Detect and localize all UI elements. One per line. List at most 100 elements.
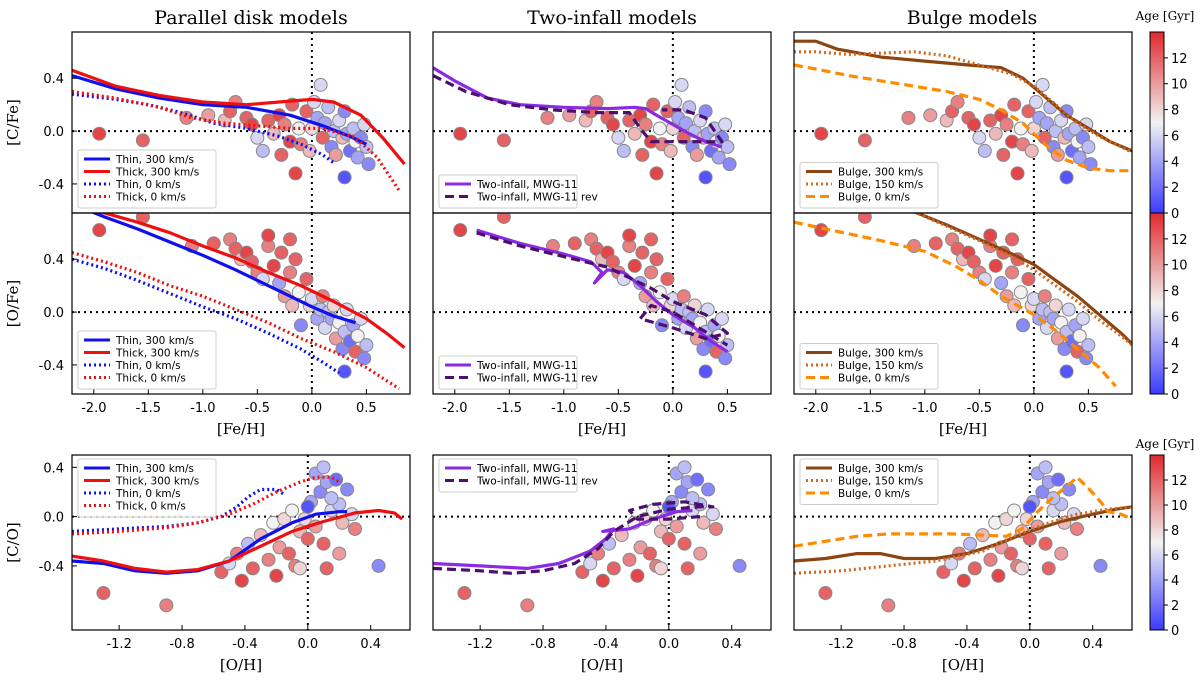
legend-label: Bulge, 0 km/s — [838, 373, 910, 385]
star-point — [250, 130, 265, 145]
plot-area — [72, 213, 410, 394]
legend-box — [799, 343, 939, 390]
star-point — [698, 364, 713, 379]
colorbars: 0 2 4 6 8 10 12 0 2 4 6 8 10 12 0 2 4 6 8 10 12 — [1149, 31, 1188, 639]
star-point — [1007, 503, 1022, 518]
star-point — [453, 126, 468, 141]
star-point — [324, 491, 339, 506]
star-point — [274, 245, 289, 260]
colorbar-tick-label: 0 — [1171, 207, 1179, 222]
x-axis-label: [Fe/H] — [578, 420, 626, 438]
model-curve — [433, 74, 724, 144]
column-title-two-infall: Two-infall models — [527, 7, 697, 29]
colorbar-tick-label: 4 — [1171, 336, 1179, 351]
legend-label: Two-infall, MWG-11 — [476, 360, 578, 372]
panel-1-1: -2.0 -1.5 -1.0 -0.5 0.0 0.5 [Fe/H] Two-infall, … — [432, 212, 772, 438]
axes-frame — [432, 454, 772, 631]
star-point — [359, 338, 374, 353]
legend-box — [799, 162, 939, 209]
star-point — [1010, 166, 1025, 181]
x-tick-label: -1.0 — [912, 401, 937, 416]
star-point — [638, 117, 653, 132]
colorbar-tick-label: 6 — [1171, 129, 1179, 144]
star-point — [1081, 338, 1096, 353]
star-point — [1005, 265, 1020, 280]
legend-box — [77, 149, 217, 209]
colorbar-gradient — [1149, 31, 1165, 214]
star-point — [677, 536, 692, 551]
star-point — [732, 558, 747, 573]
y-axis-label: [O/Fe] — [4, 280, 22, 328]
plot-area — [794, 455, 1132, 630]
star-point — [300, 499, 315, 514]
star-point — [814, 126, 829, 141]
x-tick-label: 0.5 — [1078, 401, 1099, 416]
x-axis-label: [Fe/H] — [939, 420, 987, 438]
x-tick-label: 0.0 — [302, 401, 323, 416]
star-point — [1041, 561, 1056, 576]
x-axis-label: [O/H] — [220, 656, 262, 674]
star-point — [595, 573, 610, 588]
star-point — [611, 130, 626, 145]
legend-label: Thin, 300 km/s — [115, 335, 194, 347]
star-point — [616, 143, 631, 158]
plot-area — [72, 455, 410, 630]
column-title-bulge: Bulge models — [907, 7, 1037, 29]
star-point — [818, 586, 833, 601]
model-curve — [476, 231, 729, 347]
colorbar-tick-label: 8 — [1171, 524, 1179, 539]
star-point — [983, 228, 998, 243]
legend-label: Bulge, 150 km/s — [838, 360, 923, 372]
star-point — [677, 460, 692, 475]
model-curve — [72, 257, 340, 375]
model-curve — [794, 63, 1132, 173]
plot-area — [433, 213, 771, 394]
legend-label: Two-infall, MWG-11 rev — [476, 192, 598, 204]
star-point — [652, 121, 667, 136]
x-tick-label: 0.4 — [360, 637, 381, 652]
y-tick-label: -0.4 — [39, 178, 64, 193]
star-point — [329, 472, 344, 487]
star-point — [676, 289, 691, 304]
legend-label: Two-infall, MWG-11 rev — [476, 476, 598, 488]
star-point — [281, 546, 296, 561]
star-point — [567, 236, 582, 251]
star-point — [1013, 285, 1028, 300]
legend-label: Thick, 300 km/s — [115, 476, 199, 488]
star-point — [316, 460, 331, 475]
colorbar-1: 0 2 4 6 8 10 12 — [1149, 212, 1188, 403]
star-point — [1075, 311, 1090, 326]
star-point — [663, 143, 678, 158]
x-tick-label: -0.8 — [530, 637, 555, 652]
plot-area — [433, 455, 771, 630]
x-tick-label: 0.4 — [1082, 637, 1103, 652]
star-point — [622, 552, 637, 567]
star-point — [496, 213, 511, 224]
legend-label: Bulge, 0 km/s — [838, 488, 910, 500]
x-tick-label: 0.5 — [717, 401, 738, 416]
y-tick-label: 0.4 — [43, 253, 64, 268]
star-point — [956, 573, 971, 588]
star-point — [307, 95, 322, 110]
model-curve — [794, 50, 1132, 154]
star-point — [644, 265, 659, 280]
star-point — [347, 521, 362, 536]
x-tick-label: -0.8 — [891, 637, 916, 652]
star-point — [371, 558, 386, 573]
star-point — [1081, 139, 1096, 154]
legend-box — [77, 458, 217, 518]
star-point — [1021, 104, 1036, 119]
star-point — [214, 565, 229, 580]
star-point — [274, 147, 289, 162]
legend-label: Thick, 300 km/s — [115, 167, 199, 179]
legend-label: Thin, 300 km/s — [115, 154, 194, 166]
star-point — [288, 166, 303, 181]
star-point — [967, 561, 982, 576]
colorbar-tick-label: 10 — [1171, 499, 1188, 514]
star-point — [285, 503, 300, 518]
legend-label: Bulge, 150 km/s — [838, 476, 923, 488]
y-tick-label: 0.0 — [43, 511, 64, 526]
